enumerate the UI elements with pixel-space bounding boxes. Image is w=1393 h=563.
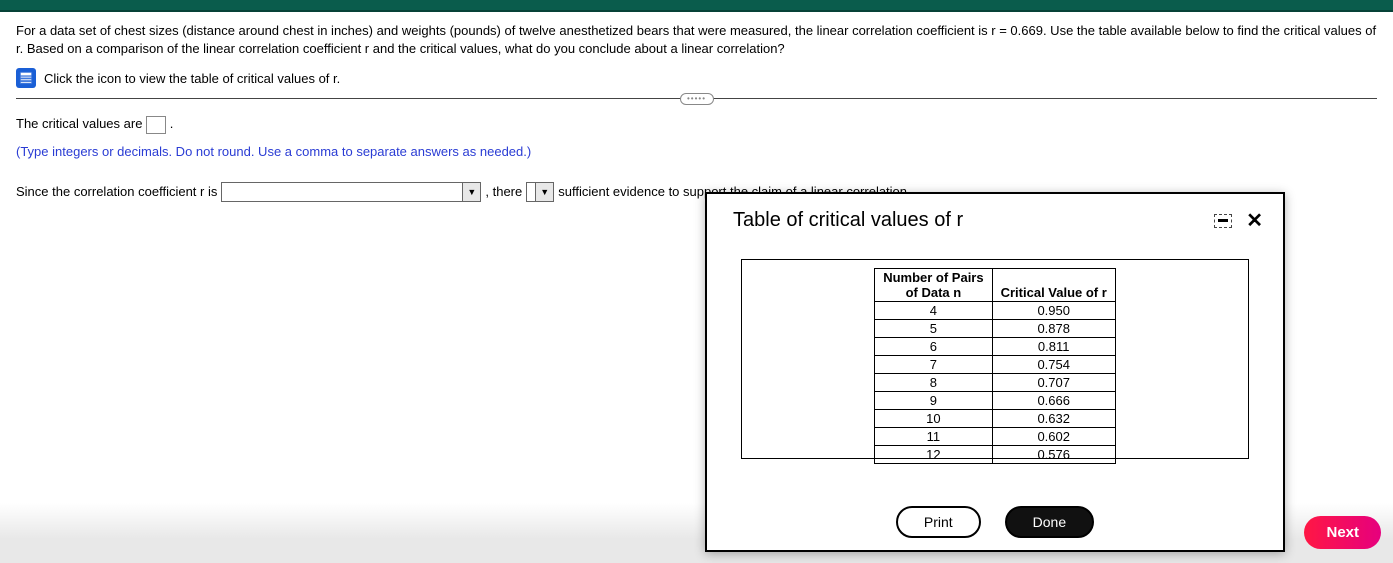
next-button[interactable]: Next — [1304, 516, 1381, 549]
comparison-dropdown[interactable]: ▼ — [221, 182, 481, 202]
close-icon[interactable]: ✕ — [1246, 208, 1263, 233]
table-row: 80.707 — [875, 374, 1116, 392]
cell-n: 8 — [875, 374, 992, 392]
line2-mid: , there — [485, 179, 522, 205]
crit-prefix: The critical values are — [16, 116, 146, 131]
question-panel: For a data set of chest sizes (distance … — [0, 12, 1393, 205]
col-header-n: Number of Pairsof Data n — [875, 269, 992, 302]
table-link-row[interactable]: Click the icon to view the table of crit… — [16, 68, 1377, 88]
cell-n: 10 — [875, 410, 992, 428]
table-row: 50.878 — [875, 320, 1116, 338]
line2-prefix: Since the correlation coefficient r is — [16, 179, 217, 205]
cell-cv: 0.602 — [992, 428, 1115, 446]
table-container: Number of Pairsof Data n Critical Value … — [741, 259, 1249, 459]
cell-cv: 0.811 — [992, 338, 1115, 356]
question-text: For a data set of chest sizes (distance … — [16, 22, 1377, 58]
cell-cv: 0.754 — [992, 356, 1115, 374]
table-row: 110.602 — [875, 428, 1116, 446]
table-link-text[interactable]: Click the icon to view the table of crit… — [44, 71, 340, 86]
cell-cv: 0.576 — [992, 446, 1115, 464]
input-hint: (Type integers or decimals. Do not round… — [16, 139, 1377, 165]
chevron-down-icon: ▼ — [535, 183, 553, 201]
cell-cv: 0.632 — [992, 410, 1115, 428]
critical-values-table: Number of Pairsof Data n Critical Value … — [874, 268, 1116, 464]
table-row: 100.632 — [875, 410, 1116, 428]
cell-n: 6 — [875, 338, 992, 356]
cell-n: 4 — [875, 302, 992, 320]
critical-values-modal: Table of critical values of r ✕ Number o… — [705, 192, 1285, 552]
section-divider: ••••• — [16, 98, 1377, 99]
table-row: 70.754 — [875, 356, 1116, 374]
done-button[interactable]: Done — [1005, 506, 1094, 538]
crit-suffix: . — [170, 116, 174, 131]
table-icon[interactable] — [16, 68, 36, 88]
cell-n: 7 — [875, 356, 992, 374]
cell-n: 5 — [875, 320, 992, 338]
table-row: 120.576 — [875, 446, 1116, 464]
table-row: 90.666 — [875, 392, 1116, 410]
divider-handle-icon[interactable]: ••••• — [680, 93, 714, 105]
print-button[interactable]: Print — [896, 506, 981, 538]
cell-n: 12 — [875, 446, 992, 464]
col-header-cv: Critical Value of r — [992, 269, 1115, 302]
critical-values-input[interactable] — [146, 116, 166, 134]
top-bar — [0, 0, 1393, 12]
table-row: 40.950 — [875, 302, 1116, 320]
cell-cv: 0.707 — [992, 374, 1115, 392]
minimize-icon[interactable] — [1214, 214, 1232, 228]
cell-n: 9 — [875, 392, 992, 410]
chevron-down-icon: ▼ — [462, 183, 480, 201]
cell-cv: 0.666 — [992, 392, 1115, 410]
cell-cv: 0.950 — [992, 302, 1115, 320]
table-row: 60.811 — [875, 338, 1116, 356]
cell-cv: 0.878 — [992, 320, 1115, 338]
is-isnot-dropdown[interactable]: ▼ — [526, 182, 554, 202]
modal-title: Table of critical values of r — [733, 209, 963, 232]
cell-n: 11 — [875, 428, 992, 446]
critical-values-line: The critical values are . — [16, 111, 1377, 137]
